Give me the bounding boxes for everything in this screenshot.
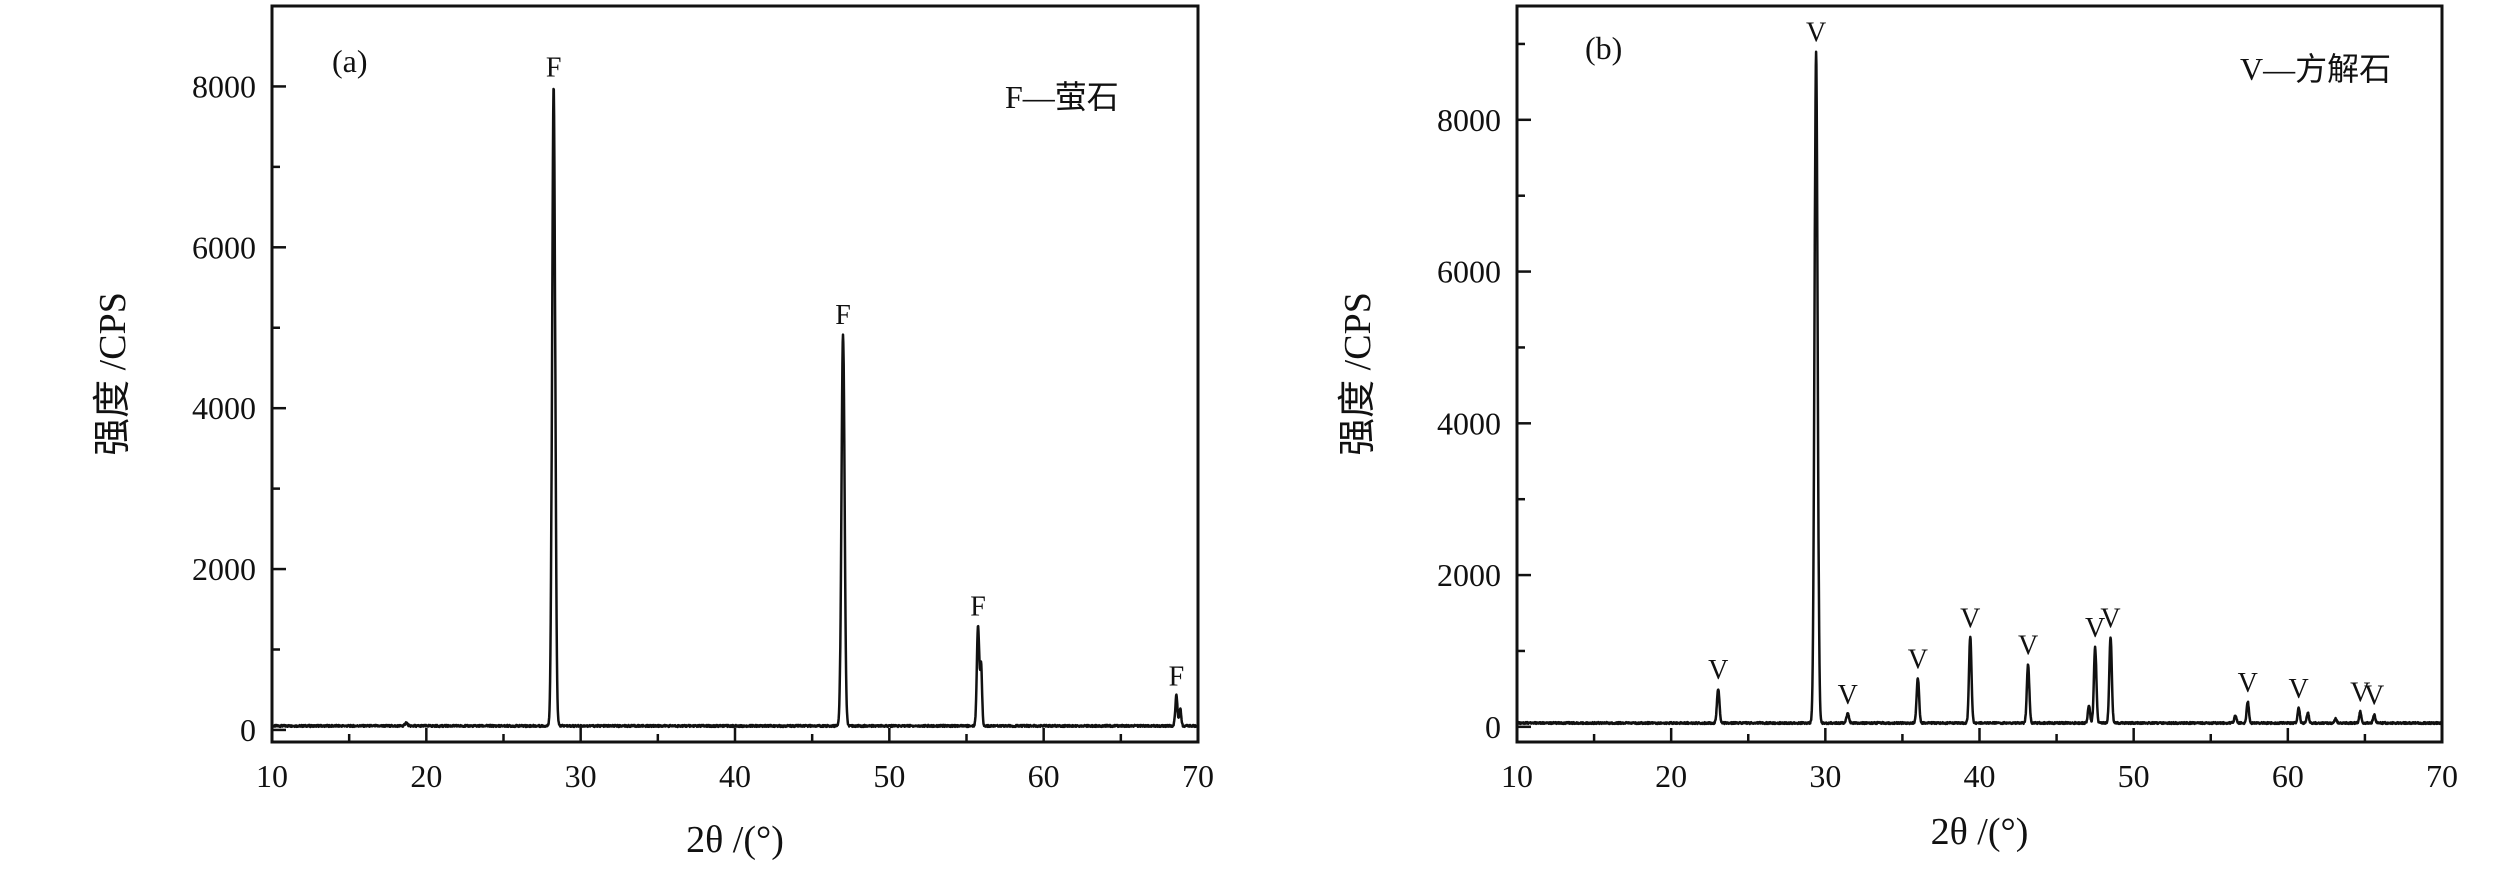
x-axis-label: 2θ /(°) [1931, 811, 2029, 853]
x-tick-label: 30 [1809, 758, 1841, 794]
peak-label: V [1708, 655, 1728, 686]
y-tick-label: 4000 [1437, 405, 1501, 441]
x-tick-label: 30 [565, 758, 597, 794]
y-tick-label: 4000 [192, 390, 256, 426]
xrd-spectrum-line [270, 87, 1200, 729]
x-tick-label: 50 [873, 758, 905, 794]
panel-label: (a) [332, 43, 368, 79]
peak-label: F [1169, 661, 1185, 692]
panel-label: (b) [1585, 30, 1622, 66]
y-axis-label: 强度 /CPS [1337, 292, 1379, 456]
chart-panel-b: 10 20 30 40 50 60 70 0 2000 4000 6000 8000 2θ /(°) 强度… [1337, 4, 2458, 853]
x-tick-label: 60 [1028, 758, 1060, 794]
y-tick-label: 6000 [1437, 254, 1501, 290]
legend-text: V—方解石 [2240, 51, 2391, 87]
x-tick-label: 40 [1964, 758, 1996, 794]
x-tick-label: 60 [2272, 758, 2304, 794]
peak-label: F [970, 591, 986, 622]
x-tick-label: 10 [256, 758, 288, 794]
peak-label: V [1908, 644, 1928, 675]
y-tick-label: 8000 [1437, 102, 1501, 138]
peak-label: F [546, 52, 562, 83]
peak-label: V [2350, 678, 2370, 709]
peak-label: V [1838, 680, 1858, 711]
peak-label: V [1960, 603, 1980, 634]
peak-label: V [2018, 631, 2038, 662]
x-axis-label: 2θ /(°) [686, 819, 784, 861]
peak-label: F [835, 300, 851, 331]
y-tick-label: 0 [240, 712, 256, 748]
y-tick-label: 6000 [192, 229, 256, 265]
xrd-spectrum-line [1516, 50, 2443, 726]
peak-label: V [2364, 681, 2384, 712]
peak-label: V [1806, 18, 1826, 49]
plot-frame [270, 4, 1200, 744]
x-tick-label: 20 [410, 758, 442, 794]
x-tick-label: 70 [2426, 758, 2458, 794]
x-tick-label: 70 [1182, 758, 1214, 794]
y-tick-label: 2000 [192, 551, 256, 587]
x-tick-label: 20 [1655, 758, 1687, 794]
y-tick-label: 2000 [1437, 557, 1501, 593]
legend-text: F—萤石 [1005, 79, 1119, 115]
y-tick-label: 8000 [192, 68, 256, 104]
x-tick-label: 10 [1501, 758, 1533, 794]
x-tick-label: 50 [2118, 758, 2150, 794]
peak-label: V [2100, 603, 2120, 634]
peak-label: V [2238, 668, 2258, 699]
peak-label: V [2085, 613, 2105, 644]
x-tick-label: 40 [719, 758, 751, 794]
y-tick-label: 0 [1485, 709, 1501, 745]
peak-label: V [2289, 674, 2309, 705]
chart-panel-a: 10 20 30 40 50 60 70 0 2000 4000 6000 8000 2θ /(°) 强度… [92, 4, 1214, 861]
y-axis-label: 强度 /CPS [92, 292, 134, 456]
